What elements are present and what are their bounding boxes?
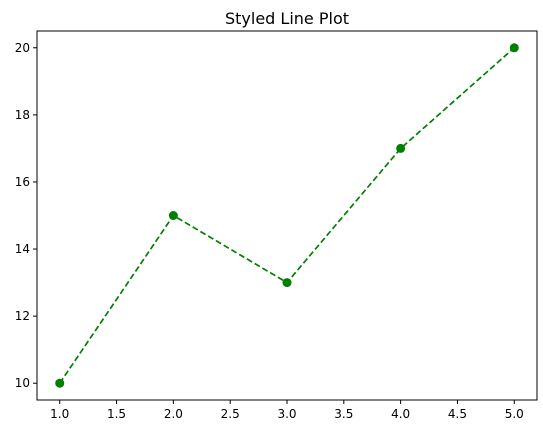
x-tick-label: 2.5 [221, 407, 240, 421]
x-tick-label: 4.5 [448, 407, 467, 421]
y-tick-label: 18 [15, 108, 30, 122]
x-tick-label: 3.5 [334, 407, 353, 421]
data-point [55, 378, 65, 388]
y-tick-label: 14 [15, 242, 30, 256]
plot-area: 1.0 1.5 2.0 2.5 3.0 3.5 4.0 4.5 5.0 10 12 14 16 18 20 [15, 30, 538, 421]
axes-frame [36, 30, 538, 401]
x-tick-label: 1.0 [50, 407, 69, 421]
data-point [168, 211, 178, 220]
data-point [282, 278, 292, 288]
y-tick-label: 12 [15, 309, 30, 323]
x-tick-label: 3.0 [277, 407, 296, 421]
data-point [396, 143, 406, 153]
y-tick-label: 10 [15, 376, 30, 390]
x-tick-label: 4.0 [391, 407, 410, 421]
chart-title: Styled Line Plot [225, 9, 349, 28]
data-point [509, 43, 519, 53]
y-tick-label: 16 [15, 175, 30, 189]
x-tick-label: 2.0 [164, 407, 183, 421]
series-line [59, 47, 515, 384]
x-tick-label: 5.0 [505, 407, 524, 421]
y-tick-label: 20 [15, 41, 30, 55]
x-tick-label: 1.5 [107, 407, 126, 421]
